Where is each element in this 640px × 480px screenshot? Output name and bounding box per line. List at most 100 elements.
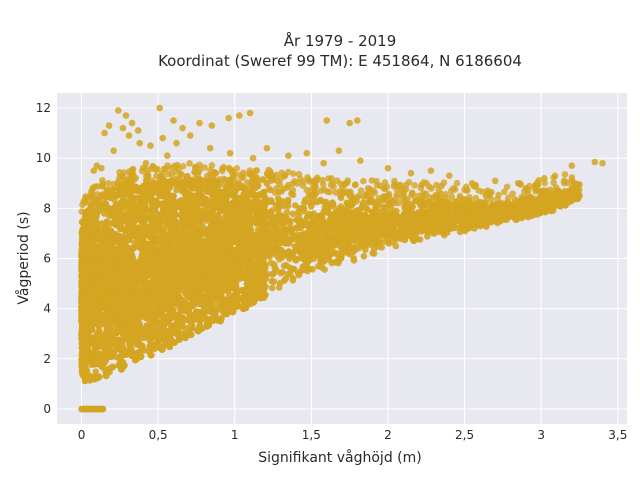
data-point bbox=[347, 242, 354, 250]
data-point bbox=[309, 219, 316, 226]
data-point bbox=[322, 198, 330, 206]
data-point bbox=[142, 314, 150, 322]
data-point bbox=[385, 240, 393, 247]
data-point bbox=[377, 220, 384, 228]
data-point bbox=[268, 212, 275, 219]
data-point bbox=[330, 236, 337, 243]
data-point bbox=[567, 194, 574, 202]
data-point bbox=[102, 275, 110, 282]
data-point bbox=[187, 244, 195, 252]
data-point bbox=[260, 188, 268, 196]
data-point bbox=[104, 324, 111, 332]
data-point bbox=[519, 203, 527, 210]
data-point bbox=[522, 212, 530, 220]
data-point bbox=[344, 222, 351, 229]
data-point bbox=[292, 202, 299, 209]
data-point bbox=[457, 212, 465, 219]
data-point bbox=[279, 213, 287, 221]
data-point bbox=[318, 211, 326, 218]
data-point bbox=[393, 207, 400, 215]
data-point bbox=[330, 224, 338, 231]
data-point bbox=[446, 221, 453, 228]
data-point bbox=[276, 279, 284, 287]
data-point bbox=[268, 277, 276, 285]
data-point bbox=[385, 227, 393, 235]
data-point bbox=[471, 225, 478, 232]
data-point bbox=[488, 209, 496, 216]
data-point bbox=[451, 207, 459, 215]
data-point bbox=[287, 227, 295, 234]
data-point bbox=[401, 236, 409, 244]
data-point bbox=[166, 343, 174, 351]
data-point bbox=[300, 255, 307, 263]
data-point bbox=[286, 236, 294, 244]
data-point bbox=[478, 217, 485, 224]
data-point bbox=[79, 234, 87, 242]
data-point bbox=[275, 229, 283, 236]
data-point bbox=[154, 248, 162, 256]
data-point bbox=[362, 235, 370, 242]
data-point bbox=[300, 262, 308, 270]
data-point bbox=[182, 296, 189, 303]
data-point bbox=[552, 199, 559, 206]
data-point bbox=[122, 243, 130, 251]
data-point bbox=[411, 216, 418, 223]
data-point bbox=[285, 270, 292, 278]
data-point bbox=[294, 217, 302, 225]
data-point bbox=[279, 268, 286, 276]
data-points bbox=[78, 104, 606, 413]
data-point bbox=[300, 205, 308, 212]
data-point bbox=[328, 218, 336, 226]
data-point bbox=[438, 210, 445, 218]
data-point bbox=[109, 363, 116, 371]
data-point bbox=[150, 328, 158, 336]
data-point bbox=[286, 219, 294, 227]
data-point bbox=[359, 204, 367, 211]
data-point bbox=[340, 235, 348, 243]
data-point bbox=[334, 211, 342, 218]
data-point bbox=[269, 284, 276, 292]
data-point bbox=[495, 213, 503, 221]
data-point bbox=[340, 226, 347, 234]
data-point bbox=[369, 215, 377, 223]
data-point bbox=[306, 199, 314, 206]
data-point bbox=[267, 248, 274, 256]
data-point bbox=[339, 250, 346, 258]
data-point bbox=[325, 256, 333, 264]
data-point bbox=[405, 206, 413, 214]
data-point bbox=[403, 229, 410, 236]
data-point bbox=[92, 368, 99, 376]
data-point bbox=[178, 300, 186, 308]
data-point bbox=[372, 239, 379, 247]
data-point bbox=[400, 223, 408, 231]
data-point bbox=[350, 257, 358, 264]
data-point bbox=[83, 325, 91, 333]
data-point bbox=[316, 197, 323, 205]
data-point bbox=[279, 198, 286, 205]
data-point bbox=[353, 240, 361, 247]
data-point bbox=[322, 219, 329, 227]
data-point bbox=[289, 277, 297, 284]
data-point bbox=[572, 195, 580, 203]
data-point bbox=[469, 207, 476, 214]
data-point bbox=[335, 255, 342, 263]
data-point bbox=[266, 253, 274, 260]
data-point bbox=[283, 209, 291, 216]
data-point bbox=[306, 256, 314, 264]
data-point bbox=[284, 196, 292, 204]
data-point bbox=[347, 209, 355, 217]
data-point bbox=[360, 252, 368, 260]
data-point bbox=[275, 205, 282, 213]
data-point bbox=[131, 239, 138, 247]
data-point bbox=[215, 217, 223, 225]
data-point bbox=[346, 231, 353, 239]
data-point bbox=[403, 212, 410, 219]
data-point bbox=[501, 216, 509, 224]
data-point bbox=[483, 216, 491, 224]
data-point bbox=[188, 258, 196, 266]
data-point bbox=[273, 237, 280, 244]
data-point bbox=[304, 212, 312, 220]
data-point bbox=[80, 295, 88, 303]
data-point bbox=[226, 291, 233, 298]
